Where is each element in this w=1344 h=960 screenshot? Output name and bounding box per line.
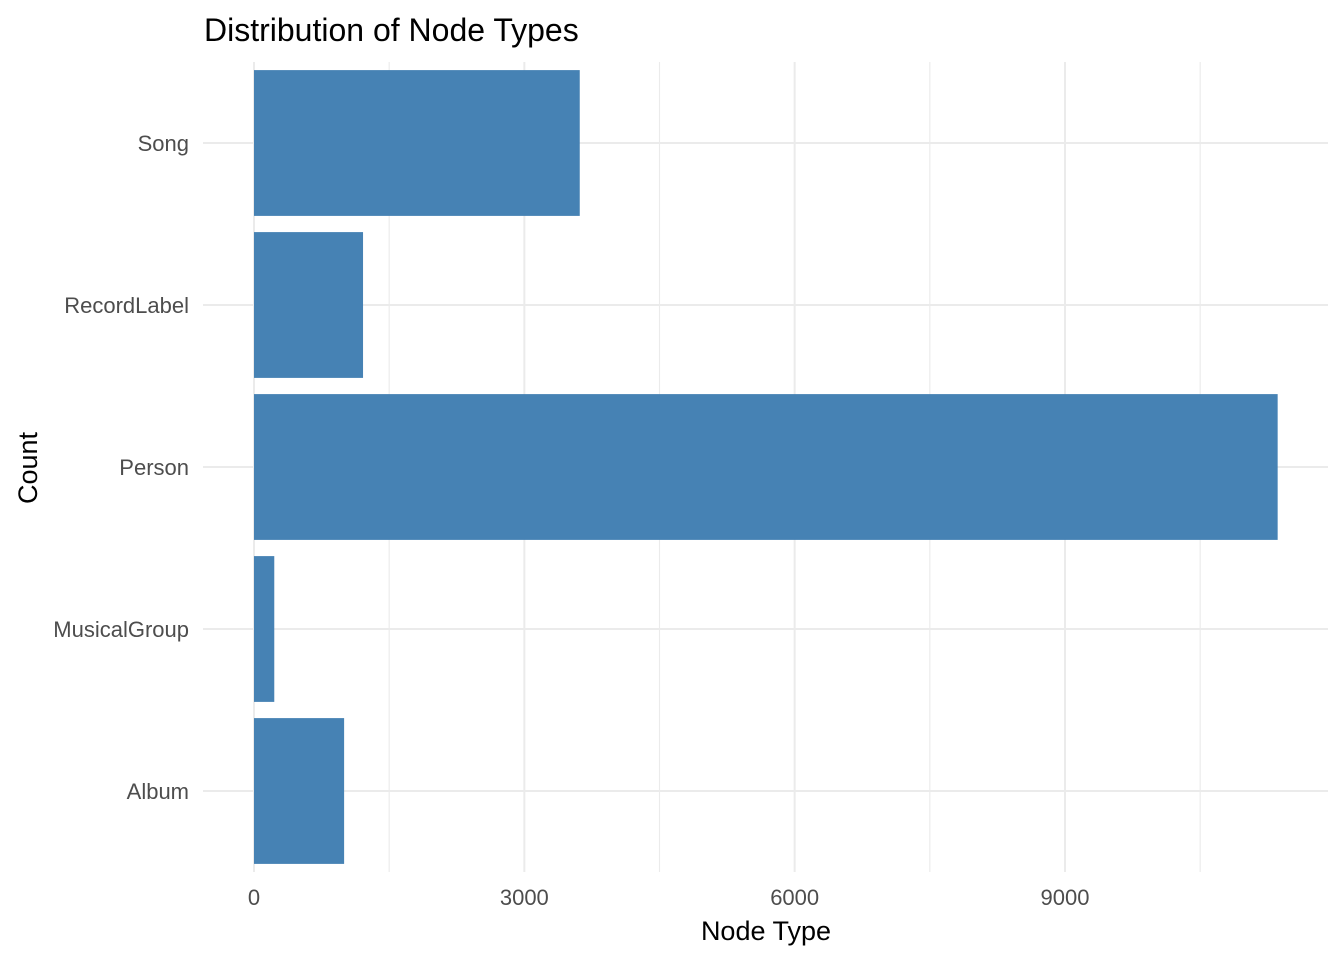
bar-person [254, 394, 1278, 540]
bar-recordlabel [254, 232, 364, 378]
y-tick-label: Album [127, 779, 189, 804]
x-axis-tick-labels: 0 3000 6000 9000 [248, 885, 1090, 910]
x-tick-label: 9000 [1041, 885, 1090, 910]
y-tick-label: RecordLabel [64, 293, 189, 318]
bar-song [254, 70, 580, 216]
x-tick-label: 3000 [500, 885, 549, 910]
chart-title: Distribution of Node Types [204, 12, 579, 48]
y-axis-title: Count [13, 431, 43, 504]
bar-album [254, 718, 345, 864]
bar-musicalgroup [254, 556, 275, 702]
bars [254, 70, 1278, 864]
x-tick-label: 6000 [770, 885, 819, 910]
x-axis-title: Node Type [701, 916, 831, 946]
y-axis-tick-labels: Album MusicalGroup Person RecordLabel Song [53, 131, 189, 804]
x-tick-label: 0 [248, 885, 260, 910]
y-tick-label: MusicalGroup [53, 617, 189, 642]
y-tick-label: Song [138, 131, 189, 156]
y-tick-label: Person [119, 455, 189, 480]
